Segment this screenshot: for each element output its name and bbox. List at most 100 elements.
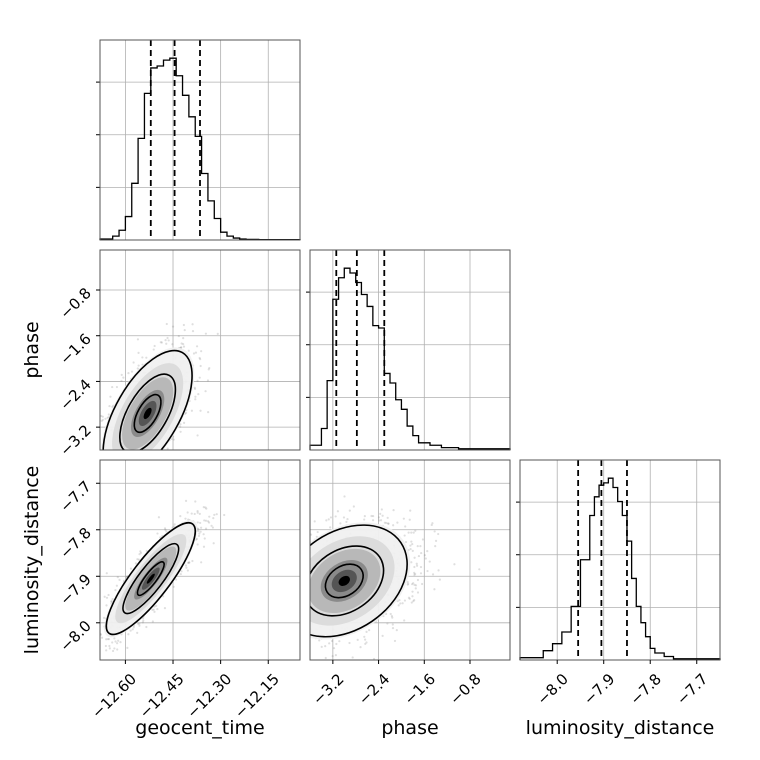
sample-point (413, 556, 416, 559)
sample-point (95, 609, 97, 611)
sample-point (413, 583, 416, 587)
sample-point (294, 606, 296, 608)
sample-point (290, 635, 292, 637)
sample-point (154, 457, 156, 459)
sample-point (142, 455, 144, 457)
sample-point (385, 521, 388, 525)
sample-point (88, 477, 90, 479)
sample-point (115, 385, 119, 389)
sample-point (301, 567, 303, 569)
sample-point (116, 642, 119, 645)
sample-point (390, 614, 393, 618)
sample-point (190, 512, 193, 515)
sample-point (139, 551, 143, 554)
sample-point (141, 621, 144, 624)
sample-point (380, 508, 383, 511)
sample-point (306, 573, 308, 575)
sample-point (148, 453, 150, 455)
sample-point (204, 527, 208, 530)
sample-point (305, 575, 307, 577)
sample-point (292, 582, 294, 584)
sample-point (128, 457, 130, 459)
sample-point (179, 425, 182, 428)
sample-point (107, 413, 110, 416)
sample-point (132, 361, 135, 364)
sample-point (116, 648, 119, 651)
sample-point (186, 511, 189, 514)
sample-point (332, 647, 336, 650)
sample-point (101, 415, 104, 418)
y-tick-label: −7.9 (56, 570, 94, 608)
x-tick-label: −1.6 (401, 670, 439, 708)
sample-point (202, 533, 205, 536)
sample-point (151, 620, 154, 623)
sample-point (419, 572, 423, 575)
sample-point (165, 322, 168, 326)
sample-point (113, 637, 116, 640)
sample-point (414, 572, 417, 576)
sample-point (413, 598, 416, 602)
sample-point (147, 453, 149, 455)
sample-point (210, 524, 213, 527)
sample-point (290, 570, 292, 572)
sample-point (414, 584, 418, 587)
sample-point (351, 656, 354, 659)
sample-point (269, 609, 271, 611)
sample-point (372, 514, 375, 518)
sample-point (115, 479, 117, 481)
sample-point (108, 647, 111, 650)
sample-point (196, 509, 199, 513)
histogram-geocent_time (99, 57, 301, 241)
sample-point (122, 465, 124, 467)
sample-point (96, 612, 98, 614)
sample-point (114, 452, 116, 454)
sample-point (413, 573, 416, 577)
sample-point (288, 606, 290, 608)
sample-point (407, 596, 411, 599)
sample-point (63, 479, 65, 481)
sample-point (127, 372, 130, 375)
sample-point (370, 514, 373, 518)
sample-point (160, 457, 162, 459)
sample-point (356, 638, 359, 642)
sample-point (138, 486, 140, 488)
sample-point (278, 618, 280, 620)
sample-point (288, 591, 290, 593)
sample-point (264, 630, 266, 632)
sample-point (124, 452, 126, 454)
sample-point (313, 520, 316, 523)
sample-point (392, 524, 395, 527)
sample-point (275, 566, 277, 568)
sample-point (413, 571, 416, 574)
sample-point (130, 451, 132, 453)
sample-point (100, 454, 102, 456)
sample-point (145, 549, 148, 553)
panel-phase-vs-luminosity_distance (264, 459, 511, 661)
sample-point (196, 379, 199, 383)
sample-point (137, 452, 139, 454)
sample-point (92, 615, 94, 617)
sample-point (138, 624, 141, 627)
y-tick-label: −7.8 (56, 524, 94, 562)
sample-point (165, 530, 168, 533)
sample-point (120, 469, 122, 471)
sample-point (305, 605, 307, 607)
sample-point (398, 599, 401, 602)
sample-point (207, 521, 211, 524)
sample-point (296, 631, 298, 633)
sample-point (391, 627, 395, 630)
sample-point (343, 495, 346, 498)
sample-point (128, 463, 130, 465)
sample-point (403, 619, 406, 622)
sample-point (377, 516, 381, 519)
sample-point (305, 586, 307, 588)
sample-point (182, 343, 185, 346)
sample-point (303, 592, 305, 594)
sample-point (97, 479, 99, 481)
sample-point (199, 409, 202, 412)
sample-point (348, 641, 351, 645)
contour-middle (119, 373, 177, 450)
sample-point (127, 633, 130, 636)
sample-point (305, 641, 307, 643)
